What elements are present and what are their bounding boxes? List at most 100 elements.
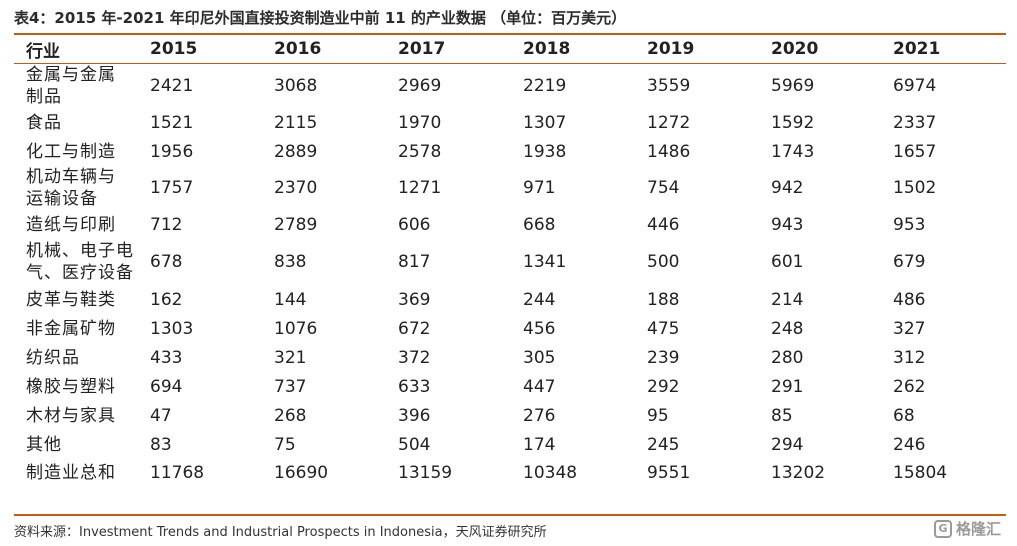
value-cell: 838 bbox=[274, 252, 307, 272]
header-year: 2015 bbox=[150, 39, 198, 59]
value-cell: 10348 bbox=[523, 463, 578, 483]
header-row: 行业 2015 2016 2017 2018 2019 2020 2021 bbox=[14, 35, 1006, 63]
value-cell: 1303 bbox=[150, 318, 194, 339]
industry-label-line: 非金属矿物 bbox=[26, 318, 116, 339]
value-cell: 292 bbox=[647, 376, 680, 397]
table-row: 化工与制造 1956 2889 2578 1938 1486 1743 1657 bbox=[14, 137, 1006, 166]
value-cell: 2219 bbox=[523, 75, 567, 96]
industry-cell: 纺织品 bbox=[14, 343, 150, 372]
header-year: 2020 bbox=[771, 39, 819, 59]
value-cell: 280 bbox=[771, 347, 804, 368]
industry-cell: 化工与制造 bbox=[14, 137, 150, 166]
table-row: 食品 1521 2115 1970 1307 1272 1592 2337 bbox=[14, 108, 1006, 137]
value-cell: 248 bbox=[771, 318, 804, 339]
value-cell: 3559 bbox=[647, 75, 691, 96]
value-cell: 245 bbox=[647, 434, 680, 455]
value-cell: 312 bbox=[893, 347, 926, 368]
value-cell: 75 bbox=[274, 434, 296, 455]
value-cell: 2370 bbox=[274, 178, 318, 198]
table-row: 其他 83 75 504 174 245 294 246 bbox=[14, 430, 1006, 459]
value-cell: 1657 bbox=[893, 141, 937, 162]
value-cell: 1271 bbox=[398, 178, 442, 198]
value-cell: 2789 bbox=[274, 214, 318, 235]
value-cell: 1743 bbox=[771, 141, 815, 162]
value-cell: 268 bbox=[274, 405, 307, 426]
industry-cell: 木材与家具 bbox=[14, 401, 150, 430]
industry-cell: 制造业总和 bbox=[14, 459, 150, 487]
value-cell: 327 bbox=[893, 318, 926, 339]
value-cell: 500 bbox=[647, 252, 680, 272]
industry-label-line: 皮革与鞋类 bbox=[26, 289, 116, 310]
header-year: 2019 bbox=[647, 39, 695, 59]
value-cell: 214 bbox=[771, 289, 804, 310]
value-cell: 754 bbox=[647, 178, 680, 198]
value-cell: 633 bbox=[398, 376, 431, 397]
industry-label-line: 食品 bbox=[26, 112, 62, 133]
industry-cell: 造纸与印刷 bbox=[14, 210, 150, 239]
value-cell: 486 bbox=[893, 289, 926, 310]
industry-cell: 机动车辆与 运输设备 bbox=[14, 166, 150, 210]
value-cell: 9551 bbox=[647, 463, 691, 483]
value-cell: 144 bbox=[274, 289, 307, 310]
value-cell: 668 bbox=[523, 214, 556, 235]
industry-label-line: 制品 bbox=[26, 86, 62, 107]
value-cell: 694 bbox=[150, 376, 183, 397]
value-cell: 1272 bbox=[647, 112, 691, 133]
value-cell: 3068 bbox=[274, 75, 318, 96]
gelonghui-logo-icon: G bbox=[933, 519, 952, 538]
header-year: 2021 bbox=[893, 39, 941, 59]
value-cell: 504 bbox=[398, 434, 431, 455]
industry-label-line: 制造业总和 bbox=[26, 463, 116, 483]
value-cell: 372 bbox=[398, 347, 431, 368]
industry-label-line: 气、医疗设备 bbox=[26, 263, 134, 283]
value-cell: 446 bbox=[647, 214, 680, 235]
value-cell: 1956 bbox=[150, 141, 194, 162]
bottom-rule bbox=[14, 514, 1006, 516]
table-row: 金属与金属 制品 2421 3068 2969 2219 3559 5969 6974 bbox=[14, 63, 1006, 108]
watermark-text: 格隆汇 bbox=[955, 520, 1001, 538]
industry-label-line: 机械、电子电 bbox=[26, 241, 134, 261]
value-cell: 83 bbox=[150, 434, 172, 455]
value-cell: 174 bbox=[523, 434, 556, 455]
value-cell: 606 bbox=[398, 214, 431, 235]
value-cell: 1307 bbox=[523, 112, 567, 133]
value-cell: 369 bbox=[398, 289, 431, 310]
industry-cell: 食品 bbox=[14, 108, 150, 137]
value-cell: 971 bbox=[523, 178, 556, 198]
industry-cell: 其他 bbox=[14, 430, 150, 459]
value-cell: 942 bbox=[771, 178, 804, 198]
value-cell: 396 bbox=[398, 405, 431, 426]
fdi-table: 行业 2015 2016 2017 2018 2019 2020 2021 金属与金属 制品 24… bbox=[14, 35, 1006, 487]
value-cell: 1341 bbox=[523, 252, 567, 272]
table-row: 机动车辆与 运输设备 1757 2370 1271 971 754 942 1502 bbox=[14, 166, 1006, 210]
top-rule bbox=[14, 33, 1006, 35]
table-row: 制造业总和 11768 16690 13159 10348 9551 13202 15804 bbox=[14, 459, 1006, 487]
source-note: 资料来源：Investment Trends and Industrial Pr… bbox=[14, 525, 547, 540]
value-cell: 672 bbox=[398, 318, 431, 339]
value-cell: 188 bbox=[647, 289, 680, 310]
value-cell: 1502 bbox=[893, 178, 937, 198]
value-cell: 246 bbox=[893, 434, 926, 455]
industry-label-line: 机动车辆与 bbox=[26, 167, 116, 187]
industry-cell: 金属与金属 制品 bbox=[14, 63, 150, 108]
header-rule bbox=[14, 63, 1006, 64]
value-cell: 2969 bbox=[398, 75, 442, 96]
value-cell: 1938 bbox=[523, 141, 567, 162]
industry-label-line: 其他 bbox=[26, 434, 62, 455]
value-cell: 1521 bbox=[150, 112, 194, 133]
industry-label-line: 造纸与印刷 bbox=[26, 214, 116, 235]
industry-label-line: 金属与金属 bbox=[26, 64, 116, 85]
header-industry: 行业 bbox=[26, 41, 60, 62]
table-row: 造纸与印刷 712 2789 606 668 446 943 953 bbox=[14, 210, 1006, 239]
value-cell: 11768 bbox=[150, 463, 205, 483]
value-cell: 244 bbox=[523, 289, 556, 310]
industry-label-line: 运输设备 bbox=[26, 189, 98, 209]
value-cell: 6974 bbox=[893, 75, 937, 96]
value-cell: 2421 bbox=[150, 75, 194, 96]
value-cell: 13202 bbox=[771, 463, 826, 483]
value-cell: 712 bbox=[150, 214, 183, 235]
table-row: 非金属矿物 1303 1076 672 456 475 248 327 bbox=[14, 314, 1006, 343]
value-cell: 85 bbox=[771, 405, 793, 426]
industry-label-line: 纺织品 bbox=[26, 347, 80, 368]
value-cell: 1757 bbox=[150, 178, 194, 198]
